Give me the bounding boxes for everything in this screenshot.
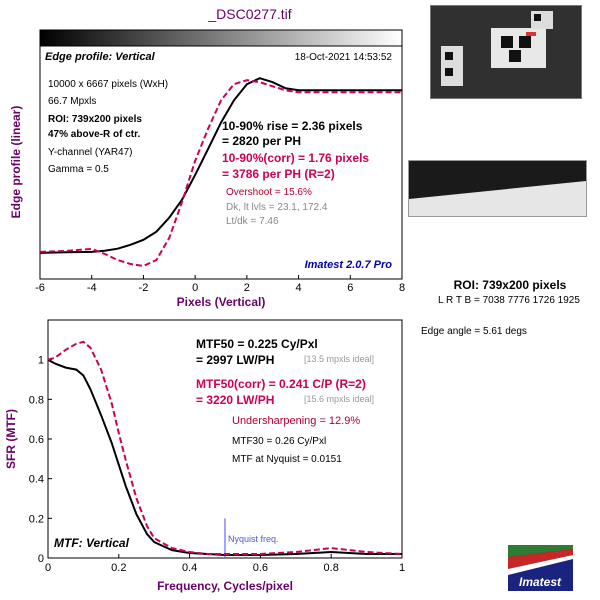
edge-angle: Edge angle = 5.61 degs <box>421 326 527 337</box>
mtf-ytick-label: 0.6 <box>29 434 44 446</box>
mtf50corr-line-2: = 3220 LW/PH <box>196 393 274 407</box>
corr-ideal: [15.6 mpxls ideal] <box>304 394 374 404</box>
mtf-series-measured <box>47 358 402 556</box>
overshoot-text: Overshoot = 15.6% <box>226 187 312 198</box>
roi-edge-strip <box>408 160 587 217</box>
undersharpening-text: Undersharpening = 12.9% <box>232 415 360 427</box>
mtf50corr-line-1: MTF50(corr) = 0.241 C/P (R=2) <box>196 377 366 391</box>
roi-title: ROI: 739x200 pixels <box>453 278 567 292</box>
imatest-watermark: Imatest 2.0.7 Pro <box>305 259 393 271</box>
image-thumbnail <box>430 5 582 99</box>
ltdk-text: Lt/dk = 7.46 <box>226 216 279 227</box>
edge-chart-timestamp: 18-Oct-2021 14:53:52 <box>295 52 393 63</box>
imatest-logo: Imatest <box>508 545 573 591</box>
roi-coords: L R T B = 7038 7776 1726 1925 <box>438 295 580 306</box>
edge-xtick-label: 2 <box>244 282 250 294</box>
edge-plot-frame <box>39 45 403 280</box>
edge-xtick-label: -4 <box>87 282 97 294</box>
edge-ylabel: Edge profile (linear) <box>9 106 23 219</box>
mtf-chart: 0 0.2 0.4 0.6 0.8 1 0 0.2 0.4 0.6 0.8 1 Nyquist fr… <box>4 319 405 593</box>
info-left-4: Y-channel (YAR47) <box>48 147 133 158</box>
mtf50-ideal: [13.5 mpxls ideal] <box>304 354 374 364</box>
mtf30-text: MTF30 = 0.26 Cy/Pxl <box>232 436 326 447</box>
edge-xtick-label: 4 <box>296 282 302 294</box>
imatest-logo-graphic: Imatest <box>508 545 573 591</box>
info-left-3: 47% above-R of ctr. <box>48 129 140 140</box>
mtf-xtick-label: 0.2 <box>111 562 126 574</box>
mtf-ytick-label: 0.2 <box>29 513 44 525</box>
edge-xtick-label: 0 <box>192 282 198 294</box>
mtf-ytick-label: 0 <box>38 553 44 565</box>
mtf-xtick-label: 1 <box>399 562 405 574</box>
corr-line-1: 10-90%(corr) = 1.76 pixels <box>222 151 369 165</box>
rise-line-2: = 2820 per PH <box>222 134 301 148</box>
edge-xlabel: Pixels (Vertical) <box>177 295 266 309</box>
mtf50-line-1: MTF50 = 0.225 Cy/Pxl <box>196 337 318 351</box>
mtf-xtick-label: 0.4 <box>182 562 197 574</box>
mtf-chart-title: MTF: Vertical <box>54 536 130 550</box>
edge-profile-chart: -6 -4 -2 0 2 4 6 8 Edge profile: Vertical 18-Oc… <box>9 45 405 309</box>
mtf-xtick-label: 0.6 <box>253 562 268 574</box>
edge-xtick-label: 8 <box>399 282 405 294</box>
mtf-nyquist-text: MTF at Nyquist = 0.0151 <box>232 454 342 465</box>
gray-scale-bar <box>39 29 403 47</box>
edge-strip-graphic <box>409 161 586 216</box>
edge-series-corrected <box>39 79 402 268</box>
mtf-ylabel: SFR (MTF) <box>4 409 18 469</box>
info-left-1: 66.7 Mpxls <box>48 96 96 107</box>
file-title: _DSC0277.tif <box>208 6 292 22</box>
mtf-ytick-label: 0.8 <box>29 394 44 406</box>
mtf-series-corrected <box>47 340 403 555</box>
mtf-ytick-label: 0.4 <box>29 474 44 486</box>
mtf-ytick-label: 1 <box>38 355 44 367</box>
mtf-xtick-label: 0.8 <box>324 562 339 574</box>
info-left-5: Gamma = 0.5 <box>48 164 109 175</box>
mtf-xtick-label: 0 <box>45 562 51 574</box>
nyquist-label: Nyquist freq. <box>228 534 279 544</box>
edge-xtick-label: -6 <box>35 282 45 294</box>
edge-series-measured <box>39 77 402 254</box>
thumbnail-graphic <box>431 6 581 98</box>
mtf-xlabel: Frequency, Cycles/pixel <box>157 579 293 593</box>
edge-chart-title: Edge profile: Vertical <box>45 51 156 63</box>
edge-xtick-label: 6 <box>347 282 353 294</box>
info-left-2: ROI: 739x200 pixels <box>48 114 142 125</box>
mtf50-line-2: = 2997 LW/PH <box>196 353 274 367</box>
logo-text: Imatest <box>519 575 562 589</box>
levels-text: Dk, lt lvls = 23.1, 172.4 <box>226 202 328 213</box>
rise-line-1: 10-90% rise = 2.36 pixels <box>222 119 363 133</box>
info-left-0: 10000 x 6667 pixels (WxH) <box>48 79 168 90</box>
corr-line-2: = 3786 per PH (R=2) <box>222 167 335 181</box>
edge-xtick-label: -2 <box>139 282 149 294</box>
